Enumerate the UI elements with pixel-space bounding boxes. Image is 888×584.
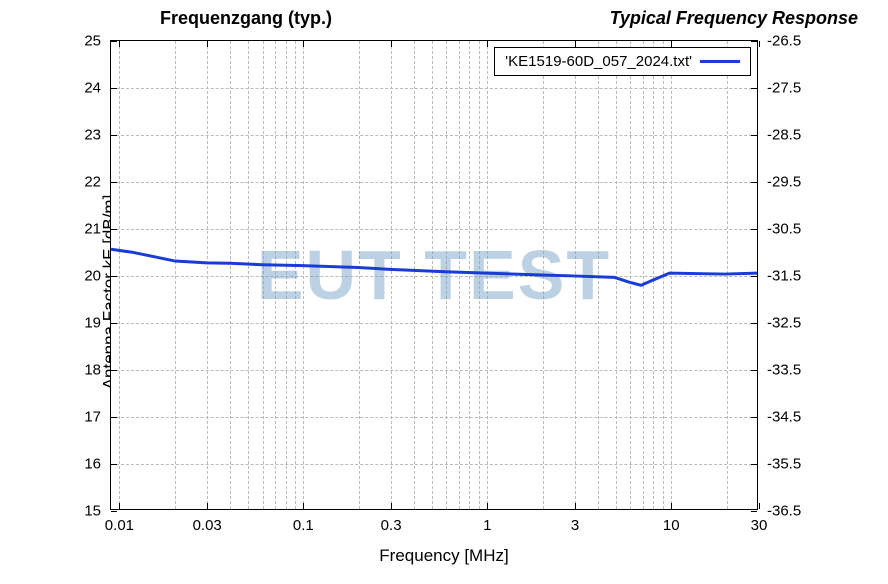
x-axis-label: Frequency [MHz] (379, 546, 508, 566)
y-right-tick-label: -31.5 (767, 268, 801, 285)
legend-series-label: 'KE1519-60D_057_2024.txt' (505, 53, 692, 70)
x-tick-label: 1 (483, 517, 491, 534)
y-right-tick-label: -32.5 (767, 315, 801, 332)
y-left-tick-label: 20 (84, 268, 101, 285)
chart-title-left: Frequenzgang (typ.) (160, 8, 332, 29)
x-tick-label: 30 (751, 517, 768, 534)
y-right-tick-label: -36.5 (767, 503, 801, 520)
y-left-tick-label: 18 (84, 362, 101, 379)
x-tick-label: 0.03 (193, 517, 222, 534)
y-left-tick-label: 16 (84, 456, 101, 473)
y-right-tick-label: -27.5 (767, 80, 801, 97)
tick-mark (759, 41, 760, 47)
x-tick-label: 0.01 (105, 517, 134, 534)
data-series-line (111, 249, 757, 285)
y-left-tick-label: 23 (84, 127, 101, 144)
x-tick-label: 3 (571, 517, 579, 534)
y-left-tick-label: 21 (84, 221, 101, 238)
frequency-response-chart: Frequenzgang (typ.) Typical Frequency Re… (0, 0, 888, 584)
legend-line-sample (700, 60, 740, 63)
y-right-tick-label: -35.5 (767, 456, 801, 473)
x-tick-label: 10 (663, 517, 680, 534)
y-left-tick-label: 15 (84, 503, 101, 520)
x-tick-label: 0.3 (381, 517, 402, 534)
y-left-tick-label: 22 (84, 174, 101, 191)
data-line-svg (111, 41, 757, 509)
tick-mark (759, 503, 760, 509)
y-left-tick-label: 19 (84, 315, 101, 332)
y-right-tick-label: -34.5 (767, 409, 801, 426)
y-left-tick-label: 25 (84, 33, 101, 50)
y-right-tick-label: -28.5 (767, 127, 801, 144)
y-left-tick-label: 24 (84, 80, 101, 97)
y-right-tick-label: -30.5 (767, 221, 801, 238)
y-left-tick-label: 17 (84, 409, 101, 426)
y-right-tick-label: -29.5 (767, 174, 801, 191)
tick-mark (751, 511, 757, 512)
y-right-tick-label: -26.5 (767, 33, 801, 50)
y-right-tick-label: -33.5 (767, 362, 801, 379)
tick-mark (111, 511, 117, 512)
plot-area: EUT TEST 'KE1519-60D_057_2024.txt' 15161… (110, 40, 758, 510)
legend: 'KE1519-60D_057_2024.txt' (494, 47, 751, 76)
chart-title-right: Typical Frequency Response (610, 8, 858, 29)
x-tick-label: 0.1 (293, 517, 314, 534)
